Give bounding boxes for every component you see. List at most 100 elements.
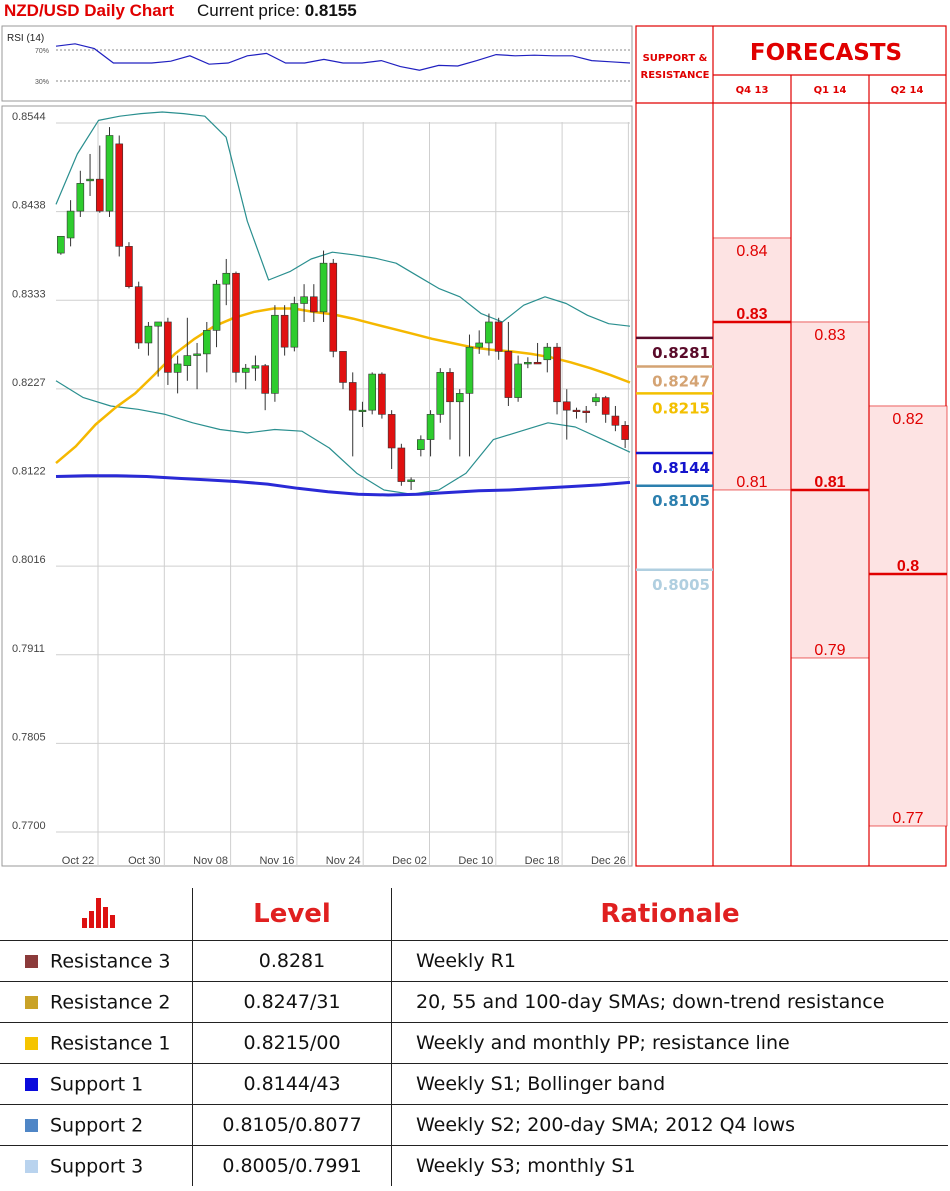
- level-name: Support 1: [50, 1073, 144, 1096]
- candle-up: [465, 346, 474, 394]
- color-swatch: [25, 1036, 38, 1050]
- rsi-level-30: 30%: [35, 79, 49, 86]
- color-swatch: [25, 1118, 38, 1132]
- candle-down: [310, 296, 318, 313]
- candle-up: [319, 262, 328, 313]
- level-value: 0.8105/0.8077: [192, 1104, 392, 1146]
- level-name: Support 3: [50, 1155, 144, 1178]
- level-rationale: Weekly S3; monthly S1: [391, 1145, 948, 1186]
- candle-up: [524, 361, 532, 365]
- level-name: Resistance 1: [50, 1032, 171, 1055]
- y-tick-label: 0.8227: [12, 377, 46, 389]
- candle-up: [57, 235, 65, 254]
- price-frame: [1, 105, 633, 867]
- level-rationale: Weekly S2; 200-day SMA; 2012 Q4 lows: [391, 1104, 948, 1146]
- table-row: Support 1 0.8144/43 Weekly S1; Bollinger b…: [0, 1063, 948, 1105]
- table-row: Resistance 3 0.8281 Weekly R1: [0, 940, 948, 982]
- forecast-high-label: 0.83: [814, 327, 845, 344]
- table-row: Support 2 0.8105/0.8077 Weekly S2; 200-day…: [0, 1104, 948, 1146]
- level-value: 0.8281: [192, 940, 392, 982]
- forecast-range: [868, 405, 948, 827]
- candle-down: [232, 272, 240, 373]
- level-value: 0.8247/31: [192, 981, 392, 1023]
- candle-up: [183, 355, 192, 366]
- candle-down: [95, 178, 104, 212]
- candle-up: [212, 283, 221, 331]
- candle-down: [329, 262, 338, 352]
- candle-down: [446, 372, 454, 403]
- rsi-level-70: 70%: [35, 48, 49, 55]
- quarter-q2-14: Q2 14: [891, 85, 924, 96]
- sr-level-label: 0.8105: [652, 492, 710, 510]
- candle-up: [241, 367, 250, 373]
- candle-down: [125, 246, 133, 287]
- x-tick-label: Nov 08: [193, 855, 228, 867]
- candle-up: [76, 183, 85, 212]
- chart-header: NZD/USD Daily Chart Current price: 0.815…: [0, 0, 636, 24]
- color-swatch: [25, 954, 38, 968]
- candle-down: [601, 397, 610, 415]
- y-tick-label: 0.7700: [12, 820, 46, 832]
- x-tick-label: Dec 18: [525, 855, 560, 867]
- forecast-mid-label: 0.8: [897, 558, 919, 575]
- candle-up: [543, 346, 552, 361]
- candle-up: [455, 393, 464, 403]
- y-axis-labels: 0.8544 0.8438 0.8333 0.8227 0.8122 0.8016 0.79…: [12, 111, 46, 832]
- forecast-low-label: 0.79: [814, 642, 845, 659]
- x-tick-label: Oct 22: [62, 855, 94, 867]
- candle-up: [86, 178, 94, 182]
- candle-down: [582, 410, 591, 413]
- table-row: Support 3 0.8005/0.7991 Weekly S3; monthly…: [0, 1145, 948, 1186]
- forecast-high-label: 0.82: [892, 411, 923, 428]
- candle-up: [485, 321, 493, 344]
- sr-level-label: 0.8144: [652, 459, 710, 477]
- candle-down: [494, 321, 503, 352]
- candle-down: [387, 414, 396, 449]
- candle-down: [572, 409, 581, 412]
- candle-up: [407, 479, 415, 482]
- candle-up: [368, 373, 376, 411]
- level-value: 0.8215/00: [192, 1022, 392, 1064]
- header-icon-cell: [0, 888, 193, 941]
- level-name-cell: Resistance 3: [0, 940, 193, 982]
- candle-up: [475, 342, 484, 348]
- header-rationale: Rationale: [600, 899, 740, 929]
- candle-up: [290, 303, 299, 348]
- candle-up: [222, 272, 231, 285]
- level-rationale: 20, 55 and 100-day SMAs; down-trend resi…: [391, 981, 948, 1023]
- chart-canvas: RSI (14) 70% 30% 0.8544 0.8438 0.8333 0.822…: [1, 25, 948, 867]
- header-level: Level: [192, 888, 392, 941]
- level-name-cell: Resistance 2: [0, 981, 193, 1023]
- level-rationale: Weekly R1: [391, 940, 948, 982]
- moving-averages: [55, 307, 631, 497]
- color-swatch: [25, 1077, 38, 1091]
- x-tick-label: Oct 30: [128, 855, 160, 867]
- bollinger-bands: [55, 111, 631, 495]
- rsi-frame: [1, 25, 633, 102]
- candle-up: [436, 372, 445, 415]
- sr-label-line1: SUPPORT &: [643, 53, 708, 64]
- candle-down: [611, 415, 620, 426]
- y-tick-label: 0.8122: [12, 466, 46, 478]
- candle-up: [154, 321, 162, 327]
- candle-down: [339, 351, 347, 383]
- color-swatch: [25, 995, 38, 1009]
- candlesticks: [57, 127, 629, 490]
- current-price-value: 0.8155: [304, 1, 357, 20]
- candle-down: [397, 447, 406, 482]
- candle-up: [514, 363, 522, 398]
- y-tick-label: 0.8333: [12, 288, 46, 300]
- sma-blue-line: [55, 474, 631, 497]
- bollinger-upper-line: [55, 111, 631, 327]
- candle-up: [105, 135, 114, 212]
- x-tick-label: Dec 10: [458, 855, 493, 867]
- candle-down: [348, 382, 357, 411]
- price-panel: 0.8544 0.8438 0.8333 0.8227 0.8122 0.8016 0.79…: [1, 105, 633, 867]
- candle-up: [144, 325, 153, 344]
- y-tick-label: 0.8438: [12, 200, 46, 212]
- forecast-mid-label: 0.83: [736, 306, 767, 323]
- candle-down: [562, 401, 571, 411]
- forecast-marks: 0.84 0.83 0.81 0.83 0.81 0.79 0.82 0.8 0.77: [713, 243, 947, 827]
- forecasts-title: FORECASTS: [750, 40, 902, 66]
- x-axis-labels: Oct 22 Oct 30 Nov 08 Nov 16 Nov 24 Dec 02 Dec …: [62, 855, 626, 867]
